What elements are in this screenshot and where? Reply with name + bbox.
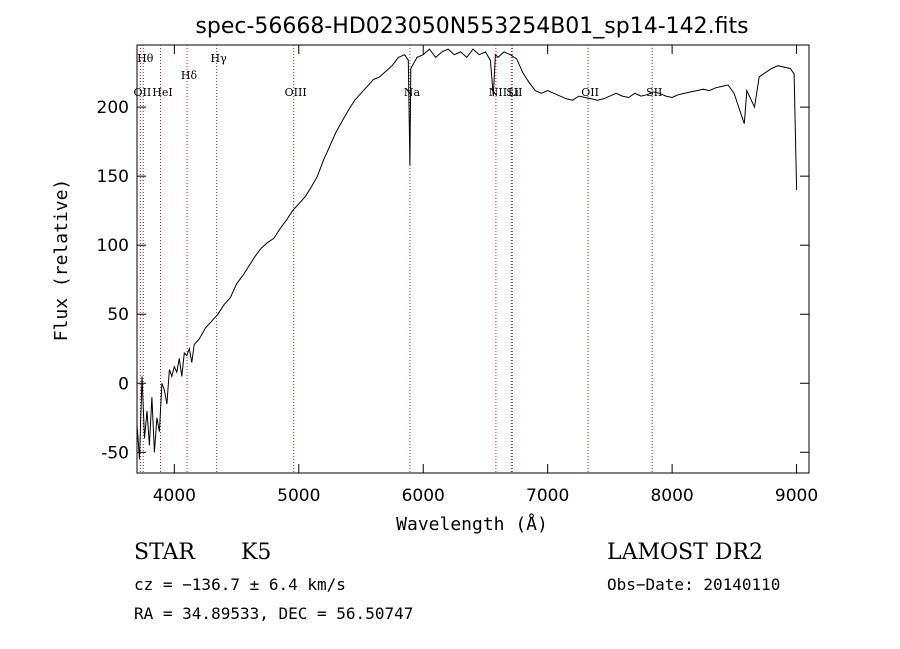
spectral-line-label: OIII [285, 86, 307, 99]
y-tick-label: -50 [101, 443, 129, 463]
x-axis-label: Wavelength (Å) [396, 513, 548, 535]
y-tick-label: 150 [97, 167, 129, 187]
obs-date: Obs−Date: 20140110 [607, 575, 780, 594]
y-tick-label: 100 [97, 236, 129, 256]
redshift-cz: cz = −136.7 ± 6.4 km/s [134, 575, 346, 594]
axes: 4000 5000 6000 7000 8000 9000 -50 0 50 100 150 200 [97, 45, 818, 506]
x-tick-label: 8000 [650, 486, 693, 506]
spectral-line-label: OII [134, 86, 152, 99]
y-tick-label: 50 [107, 305, 129, 325]
spectrum-series [136, 48, 798, 460]
spectral-line-label: Hδ [181, 69, 198, 82]
chart-title: spec-56668-HD023050N553254B01_sp14-142.f… [195, 14, 748, 39]
x-tick-label: 4000 [153, 486, 196, 506]
spectral-line-label: Li [508, 86, 519, 99]
spectral-line-label: HeI [152, 86, 172, 99]
y-axis-label: Flux (relative) [51, 179, 72, 342]
coordinates: RA = 34.89533, DEC = 56.50747 [134, 604, 413, 623]
x-tick-label: 6000 [402, 486, 445, 506]
survey-label: LAMOST DR2 [607, 540, 763, 565]
spectral-line-label: OII [581, 86, 599, 99]
object-class: STAR [134, 540, 196, 565]
x-tick-label: 7000 [526, 486, 569, 506]
x-tick-label: 5000 [277, 486, 320, 506]
object-subclass: K5 [241, 540, 271, 565]
spectral-line-label: Na [404, 86, 421, 99]
y-tick-label: 200 [97, 98, 129, 118]
spectrum-line [136, 48, 798, 460]
plot-frame [136, 44, 810, 474]
spectral-line-label: SII [506, 86, 522, 99]
y-tick-label: 0 [118, 374, 129, 394]
spectral-line-label: NII [489, 86, 507, 99]
x-tick-label: 9000 [775, 486, 818, 506]
spectral-line-label: Hγ [211, 52, 228, 65]
spectral-line-label: Hθ [137, 52, 154, 65]
